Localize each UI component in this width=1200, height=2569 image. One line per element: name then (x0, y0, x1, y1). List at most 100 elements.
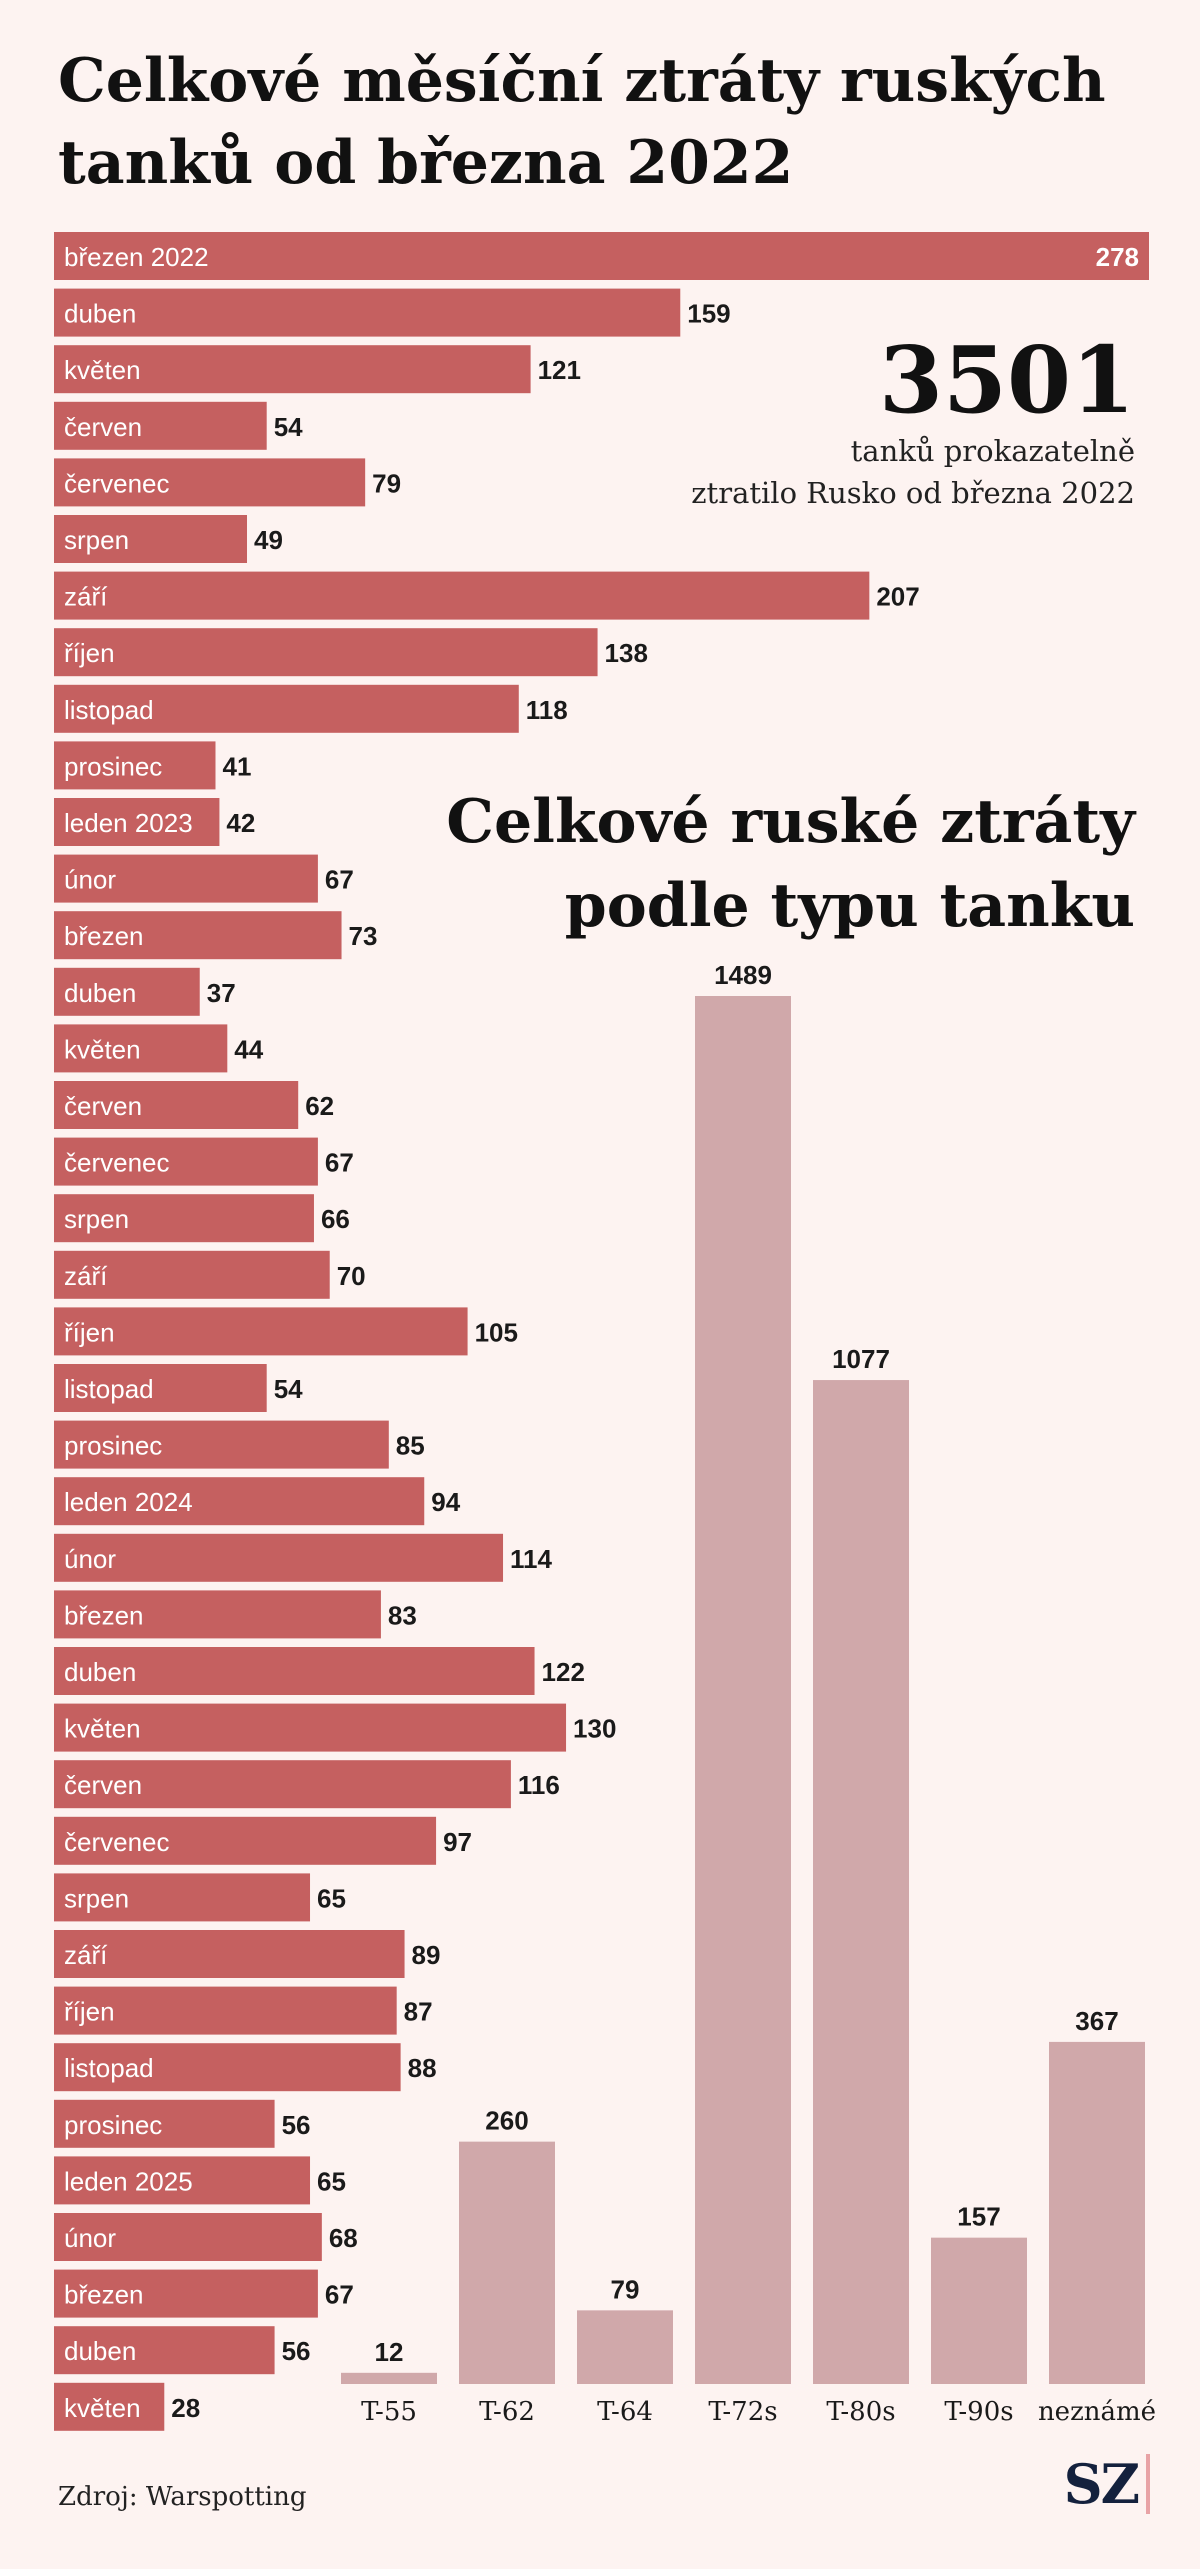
tank-type-category-label: T-55 (361, 2397, 417, 2427)
monthly-value-label: 116 (518, 1770, 560, 1800)
monthly-bar-label: leden 2024 (64, 1487, 193, 1517)
tank-type-bar (695, 996, 791, 2384)
monthly-value-label: 87 (404, 1997, 433, 2027)
monthly-bar-label: květen (64, 1034, 141, 1064)
monthly-bar-label: březen (64, 921, 144, 951)
monthly-bar (54, 1250, 330, 1299)
monthly-value-label: 49 (254, 525, 283, 555)
monthly-bar (54, 684, 519, 733)
tank-type-category-label: T-72s (708, 2397, 777, 2427)
monthly-bar (54, 1816, 437, 1865)
monthly-bar (54, 1364, 267, 1412)
monthly-value-label: 138 (605, 638, 648, 668)
monthly-value-label: 56 (282, 2110, 311, 2140)
monthly-value-label: 41 (222, 751, 251, 781)
monthly-bar-label: květen (64, 1714, 141, 1744)
monthly-bar-label: únor (64, 865, 116, 895)
monthly-bar-label: říjen (64, 1997, 115, 2027)
monthly-bar (54, 2382, 165, 2431)
monthly-bar-label: duben (64, 978, 136, 1008)
monthly-bar (54, 401, 267, 450)
monthly-bar (54, 1194, 314, 1243)
monthly-bar-label: duben (64, 1657, 136, 1687)
tank-type-bar (813, 1380, 909, 2384)
tank-type-bar (1049, 2041, 1145, 2384)
page-title: Celkové měsíční ztráty ruských tanků od … (58, 46, 1106, 198)
tank-type-value-label: 79 (611, 2274, 640, 2304)
tank-type-bar (341, 2372, 437, 2384)
monthly-bar-label: prosinec (64, 751, 162, 781)
monthly-value-label: 54 (274, 412, 303, 442)
monthly-bar-label: březen 2022 (64, 242, 209, 272)
tank-type-bar (577, 2310, 673, 2384)
monthly-value-label: 105 (475, 1317, 518, 1347)
monthly-bar-label: listopad (64, 1374, 154, 1404)
monthly-bar (54, 288, 681, 337)
tank-type-value-label: 12 (375, 2337, 404, 2367)
monthly-value-label: 42 (226, 808, 255, 838)
monthly-bar (54, 515, 248, 563)
monthly-bar (54, 967, 200, 1016)
monthly-bar-label: listopad (64, 695, 154, 725)
monthly-value-label: 28 (171, 2393, 200, 2423)
monthly-bar-label: prosinec (64, 1431, 162, 1461)
monthly-value-label: 54 (274, 1374, 303, 1404)
monthly-bar (54, 1024, 228, 1073)
tank-type-bar (459, 2141, 555, 2384)
sz-logo: SZ (1064, 2452, 1150, 2516)
monthly-bar-label: květen (64, 355, 141, 385)
monthly-value-label: 278 (1096, 242, 1139, 272)
monthly-value-label: 83 (388, 1600, 417, 1630)
monthly-bar (54, 1647, 535, 1695)
tank-type-category-label: neznámé (1038, 2397, 1156, 2427)
monthly-bar (54, 232, 1149, 280)
tank-type-value-label: 1077 (832, 1344, 890, 1374)
monthly-value-label: 122 (542, 1657, 585, 1687)
total-losses-caption-line1: tanků prokazatelně (850, 434, 1135, 468)
monthly-bar-label: srpen (64, 525, 129, 555)
monthly-value-label: 67 (325, 2280, 354, 2310)
monthly-bar-label: červen (64, 412, 142, 442)
monthly-value-label: 207 (876, 582, 919, 612)
monthly-bar-label: červen (64, 1770, 142, 1800)
total-losses-caption-line2: ztratilo Rusko od března 2022 (691, 476, 1135, 510)
monthly-value-label: 56 (282, 2336, 311, 2366)
monthly-bar (54, 2043, 401, 2092)
monthly-bar-label: leden 2023 (64, 808, 193, 838)
monthly-value-label: 130 (573, 1714, 616, 1744)
monthly-bar (54, 1986, 397, 2035)
monthly-value-label: 121 (538, 355, 581, 385)
monthly-bar-label: únor (64, 1544, 116, 1574)
monthly-bar-label: prosinec (64, 2110, 162, 2140)
tank-type-category-label: T-80s (826, 2397, 895, 2427)
monthly-value-label: 114 (510, 1544, 552, 1574)
monthly-value-label: 44 (234, 1034, 263, 1064)
tank-type-value-label: 367 (1075, 2006, 1118, 2036)
monthly-value-label: 88 (408, 2053, 437, 2083)
monthly-value-label: 89 (412, 1940, 441, 1970)
monthly-bar (54, 854, 318, 903)
tank-type-category-label: T-64 (597, 2397, 653, 2427)
monthly-bar-label: září (64, 1261, 108, 1291)
monthly-bar (54, 1307, 468, 1356)
monthly-bar (54, 571, 870, 620)
logo-text: SZ (1063, 2452, 1140, 2516)
monthly-bar-label: březen (64, 2280, 144, 2310)
monthly-bar (54, 798, 220, 846)
source-note: Zdroj: Warspotting (58, 2482, 307, 2512)
monthly-bar-label: září (64, 1940, 108, 1970)
monthly-bar-label: srpen (64, 1883, 129, 1913)
tank-type-chart-title: Celkové ruské ztráty podle typu tanku (446, 787, 1135, 941)
monthly-bar-label: srpen (64, 1204, 129, 1234)
monthly-bar (54, 2269, 318, 2318)
monthly-bar-label: květen (64, 2393, 141, 2423)
monthly-value-label: 66 (321, 1204, 350, 1234)
monthly-bar (54, 1873, 311, 1922)
monthly-value-label: 73 (349, 921, 378, 951)
tank-type-value-label: 157 (957, 2202, 1000, 2232)
monthly-bar-label: červenec (64, 468, 170, 498)
monthly-bar (54, 741, 216, 790)
monthly-bar-label: únor (64, 2223, 116, 2253)
